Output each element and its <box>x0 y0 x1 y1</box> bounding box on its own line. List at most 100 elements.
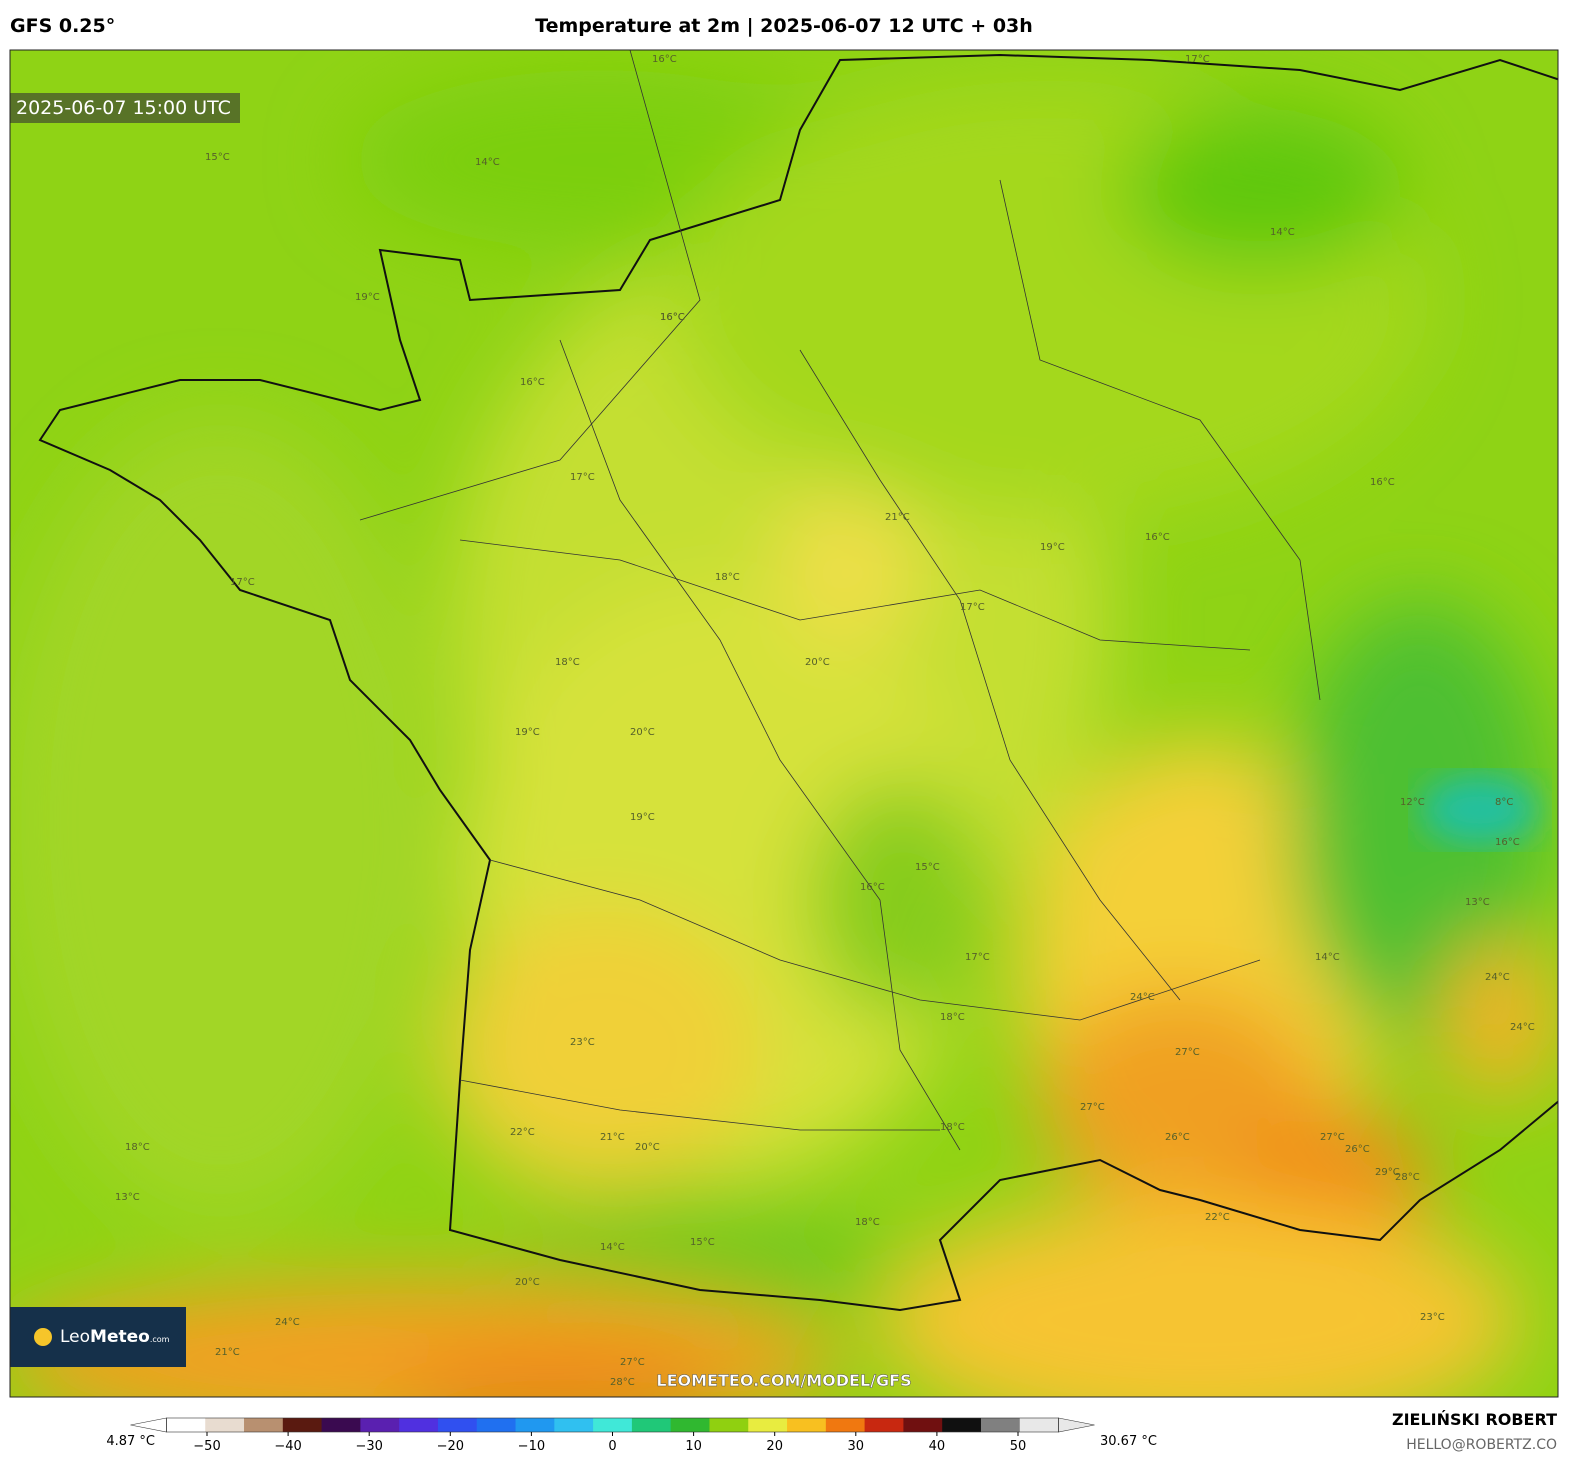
contour-label: 17°C <box>1185 54 1210 65</box>
contour-label: 19°C <box>630 812 655 823</box>
colorbar-swatch <box>670 1418 710 1432</box>
colorbar-swatch <box>903 1418 943 1432</box>
coastline <box>38 53 1558 1312</box>
colorbar-swatch <box>942 1418 982 1432</box>
contour-label: 16°C <box>660 312 685 323</box>
contour-label: 18°C <box>855 1217 880 1228</box>
contour-label: 22°C <box>1205 1212 1230 1223</box>
contour-label: 20°C <box>630 727 655 738</box>
contour-label: 24°C <box>1130 992 1155 1003</box>
contour-label: 28°C <box>610 1377 635 1388</box>
contour-label: 27°C <box>1320 1132 1345 1143</box>
contour-label: 17°C <box>960 602 985 613</box>
logo-sun <box>34 1328 52 1346</box>
contour-label: 26°C <box>1165 1132 1190 1143</box>
colorbar-swatch <box>321 1418 361 1432</box>
colorbar-tick-label: −50 <box>193 1439 220 1454</box>
colorbar: −50 −40 −30 −20 −10 0 10 20 30 40 50 <box>130 1417 1095 1454</box>
contour-label: 24°C <box>1510 1022 1535 1033</box>
contour-label: 20°C <box>805 657 830 668</box>
contour-label: 17°C <box>230 577 255 588</box>
colorbar-tick-label: −30 <box>355 1439 382 1454</box>
contour-label: 22°C <box>510 1127 535 1138</box>
colorbar-min: 4.87 °C <box>106 1434 155 1449</box>
contour-label: 18°C <box>940 1122 965 1133</box>
contour-label: 16°C <box>1370 477 1395 488</box>
contour-label: 24°C <box>275 1317 300 1328</box>
contour-label: 16°C <box>860 882 885 893</box>
borders <box>359 50 1321 1151</box>
contour-label: 15°C <box>915 862 940 873</box>
colorbar-swatch <box>437 1418 478 1432</box>
colorbar-max-extend <box>1058 1417 1095 1433</box>
logo-suffix: .com <box>150 1335 170 1344</box>
colorbar-tick-label: 20 <box>766 1439 783 1454</box>
contour-label: 27°C <box>1175 1047 1200 1058</box>
colorbar-swatch <box>166 1418 206 1432</box>
contour-label: 16°C <box>1145 532 1170 543</box>
contour-label: 8°C <box>1495 797 1513 808</box>
logo: LeoMeteo.com <box>60 1327 170 1347</box>
colorbar-swatch <box>1019 1418 1060 1432</box>
contour-label: 16°C <box>660 312 685 323</box>
contour-label: 15°C <box>690 1237 715 1248</box>
contour-label: 12°C <box>1400 797 1425 808</box>
contour-label: 16°C <box>1495 837 1520 848</box>
valid-time-box <box>10 93 240 123</box>
colorbar-tick-label: 50 <box>1010 1439 1027 1454</box>
contour-label: 24°C <box>1485 972 1510 983</box>
colorbar-swatch <box>709 1418 749 1432</box>
contour-label: 28°C <box>1395 1172 1420 1183</box>
logo-bold: Meteo <box>90 1327 150 1347</box>
colorbar-max: 30.67 °C <box>1100 1434 1157 1449</box>
colorbar-tick-label: −40 <box>274 1439 301 1454</box>
chart-title: Temperature at 2m | 2025-06-07 12 UTC + … <box>535 15 1033 37</box>
colorbar-tick-label: 30 <box>848 1439 865 1454</box>
contour-label: 14°C <box>475 157 500 168</box>
colorbar-swatch <box>282 1418 323 1432</box>
colorbar-swatch <box>360 1418 400 1432</box>
colorbar-swatch <box>476 1418 517 1432</box>
contour-label: 18°C <box>940 1012 965 1023</box>
colorbar-tick-label: 40 <box>929 1439 946 1454</box>
colorbar-tick-label: 0 <box>608 1439 616 1454</box>
colorbar-swatch <box>825 1418 866 1432</box>
colorbar-swatch <box>205 1418 245 1432</box>
colorbar-tick-label: −10 <box>518 1439 545 1454</box>
map-frame <box>9 49 1559 1398</box>
author: ZIELIŃSKI ROBERT <box>1392 1410 1557 1429</box>
contour-label: 19°C <box>355 292 380 303</box>
contour-label: 27°C <box>1080 1102 1105 1113</box>
map: 2025-06-07 15:00 UTC LEOMETEO.COM/MODEL/… <box>10 50 1558 1397</box>
watermark: LEOMETEO.COM/MODEL/GFS <box>656 1371 911 1390</box>
colorbar-swatch <box>554 1418 594 1432</box>
logo-light: Leo <box>60 1327 90 1347</box>
colorbar-min-extend <box>130 1417 167 1433</box>
contour-labels: 16°C 17°C 14°C 15°C 16°C 13°C 19°C 16°C 16°C 17°C… <box>115 54 1535 1388</box>
valid-time: 2025-06-07 15:00 UTC <box>16 97 231 119</box>
contour-label: 17°C <box>570 472 595 483</box>
colorbar-tick-label: −20 <box>437 1439 464 1454</box>
contour-label: 17°C <box>965 952 990 963</box>
contour-label: 23°C <box>570 1037 595 1048</box>
contour-label: 29°C <box>1375 1167 1400 1178</box>
contour-label: 16°C <box>652 54 677 65</box>
contour-label: 23°C <box>1420 1312 1445 1323</box>
contour-label: 14°C <box>1270 227 1295 238</box>
contour-label: 20°C <box>635 1142 660 1153</box>
colorbar-swatch <box>864 1418 904 1432</box>
colorbar-swatch <box>244 1418 284 1432</box>
colorbar-swatch <box>515 1418 555 1432</box>
contour-label: 13°C <box>1465 897 1490 908</box>
contour-label: 14°C <box>1315 952 1340 963</box>
contour-label: 13°C <box>115 1192 140 1203</box>
colorbar-swatch <box>631 1418 672 1432</box>
contour-label: 15°C <box>205 152 230 163</box>
colorbar-swatch <box>787 1418 827 1432</box>
contour-label: 16°C <box>520 377 545 388</box>
contour-label: 14°C <box>600 1242 625 1253</box>
contour-label: 27°C <box>620 1357 645 1368</box>
contact: HELLO@ROBERTZ.CO <box>1406 1437 1557 1453</box>
